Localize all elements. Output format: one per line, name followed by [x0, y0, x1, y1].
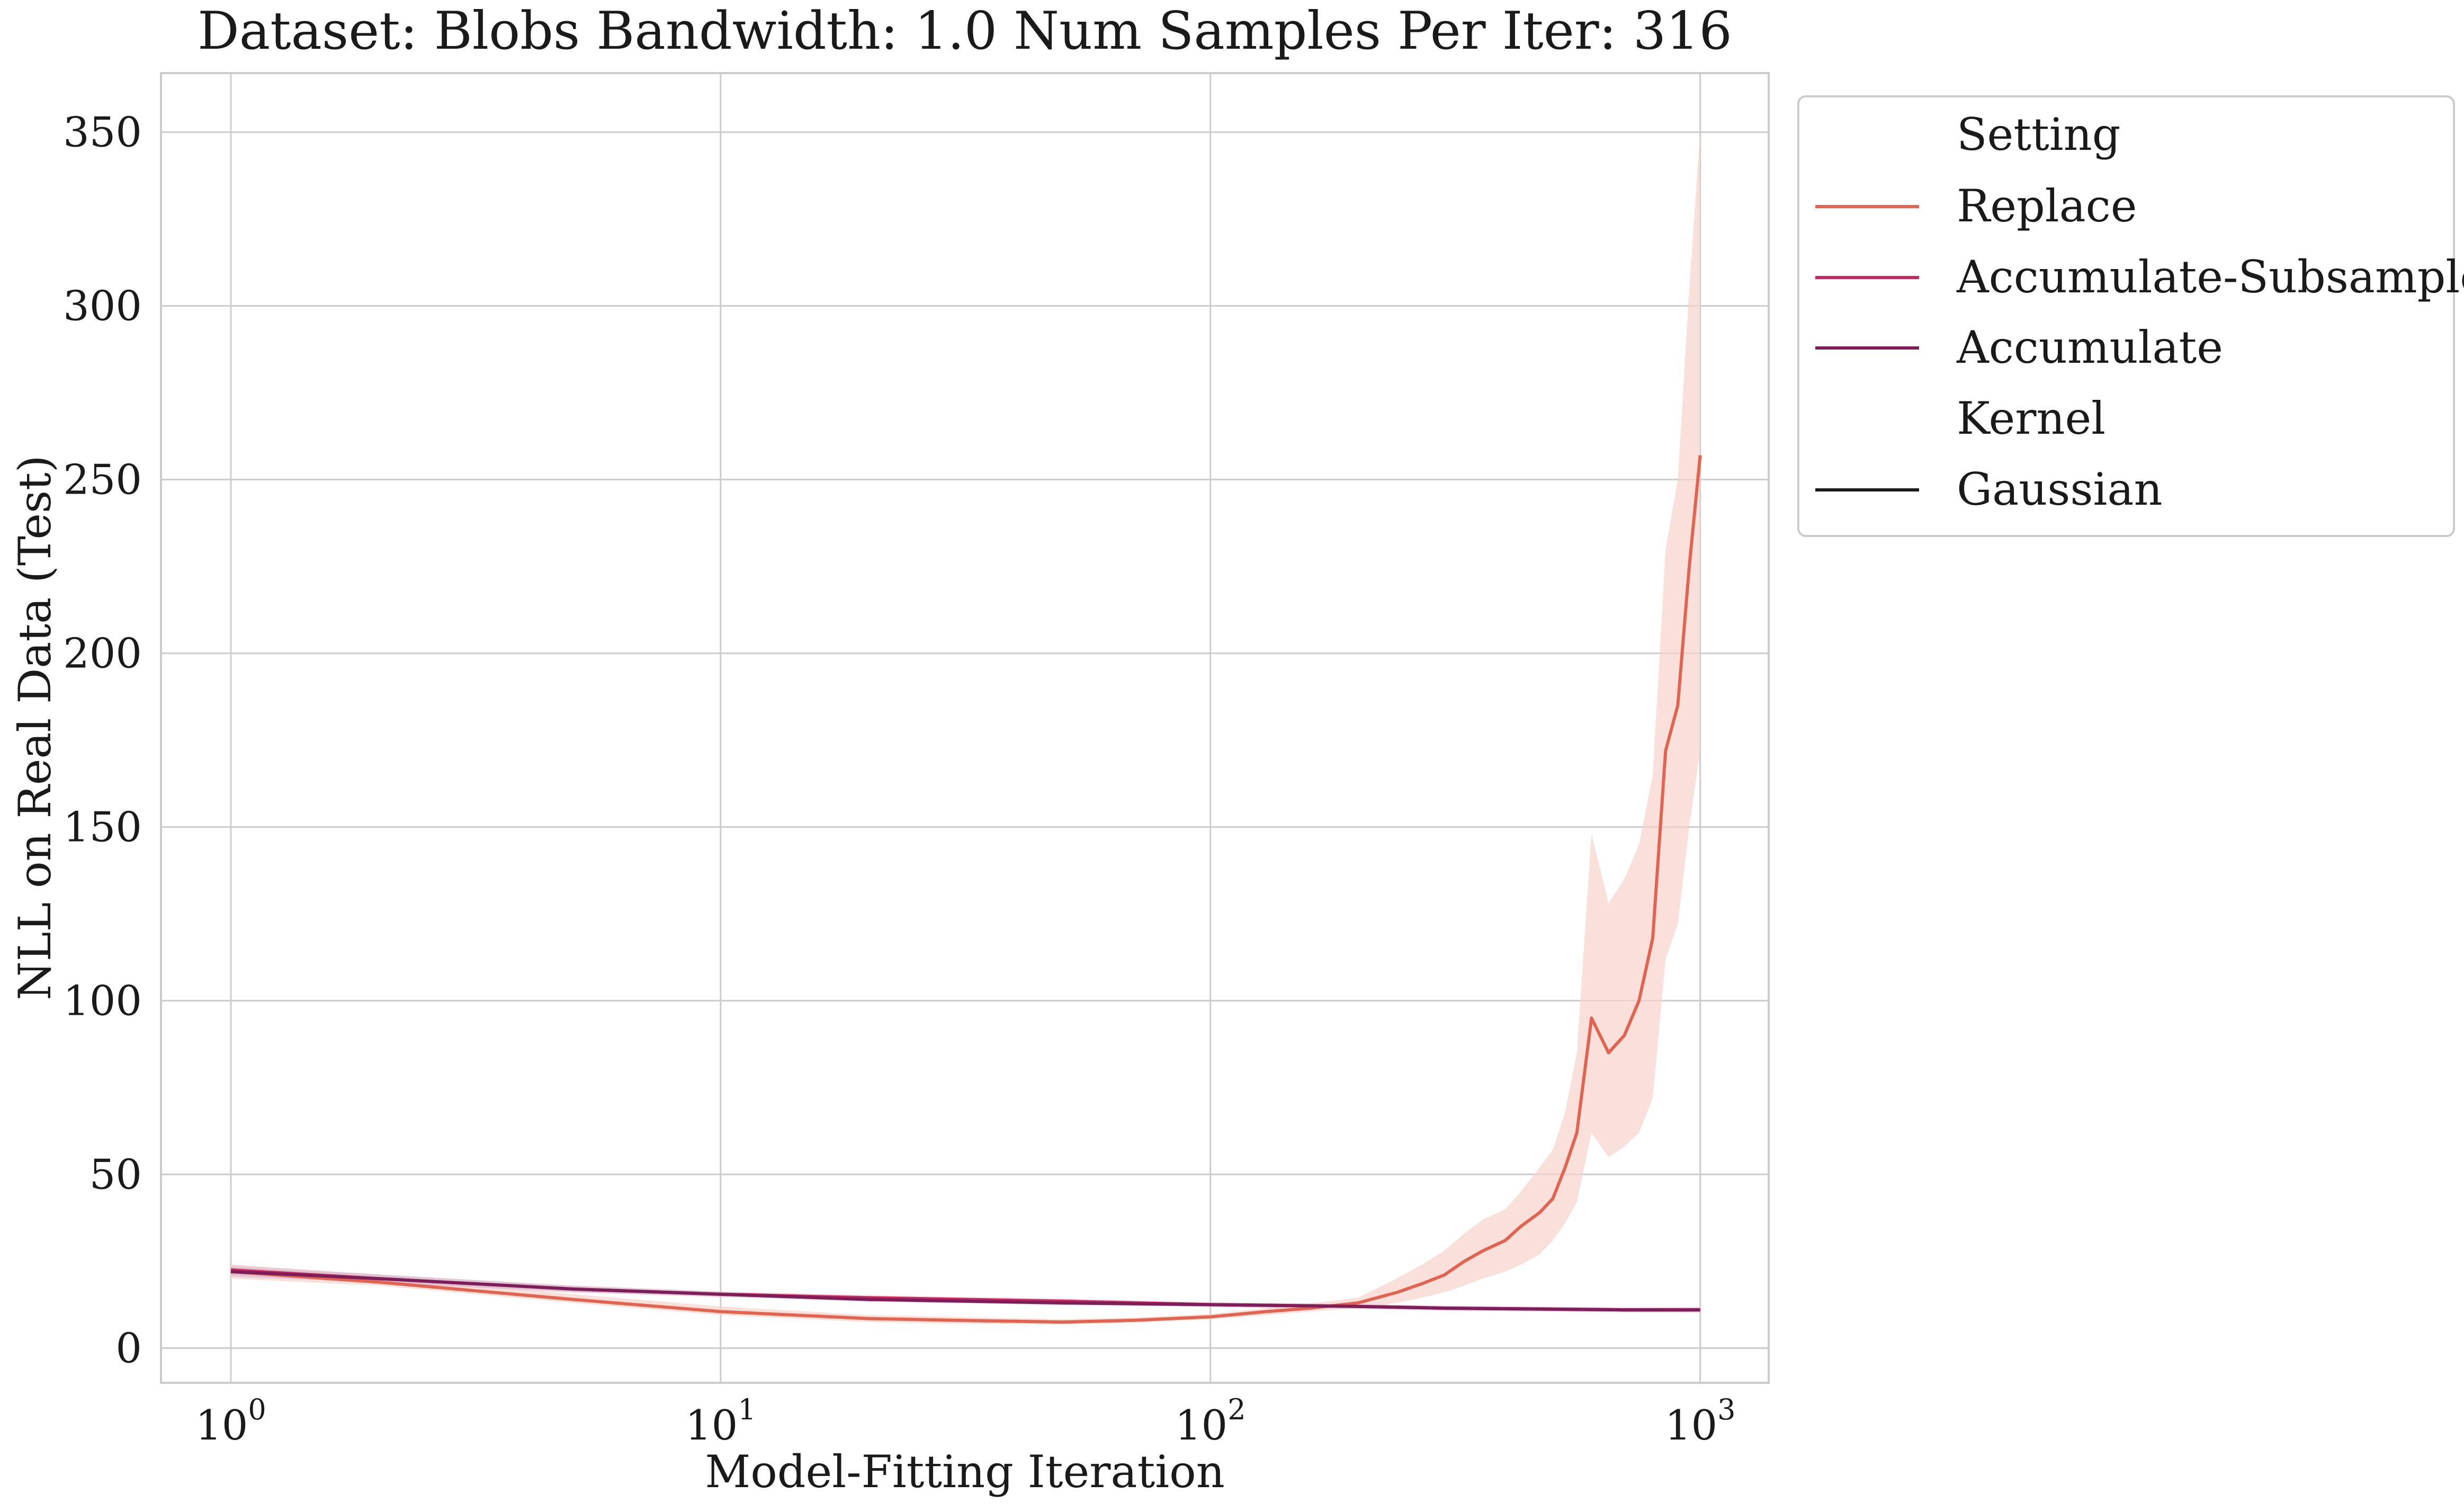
- x-tick-base: 10: [1175, 1402, 1227, 1450]
- y-axis-label: NLL on Real Data (Test): [9, 455, 61, 1000]
- y-tick-label: 100: [63, 977, 142, 1025]
- grid-x: [230, 73, 1701, 1383]
- x-tick-label: 102: [1175, 1393, 1246, 1450]
- legend-frame: [1797, 95, 2455, 537]
- x-tick-label: 100: [195, 1393, 266, 1450]
- y-tick-label: 200: [63, 630, 142, 677]
- x-tick-label: 101: [685, 1393, 756, 1450]
- x-tick-exponent: 3: [1717, 1393, 1735, 1426]
- y-tick-label: 0: [115, 1325, 142, 1372]
- chart-title: Dataset: Blobs Bandwidth: 1.0 Num Sample…: [198, 1, 1732, 61]
- legend-label-accumulate: Accumulate: [1956, 321, 2223, 373]
- x-tick-base: 10: [1665, 1402, 1717, 1450]
- x-tick-base: 10: [195, 1402, 248, 1450]
- x-tick-exponent: 2: [1227, 1393, 1246, 1426]
- legend-hue-title: Setting: [1957, 109, 2121, 160]
- legend-label-accumulate-subsample: Accumulate-Subsample: [1956, 251, 2464, 303]
- y-tick-label: 50: [89, 1151, 142, 1199]
- x-axis-label: Model-Fitting Iteration: [705, 1446, 1225, 1498]
- band-accumulate: [231, 1266, 1700, 1312]
- grid-y: [161, 131, 1769, 1349]
- plot-frame: [160, 72, 1770, 1384]
- x-tick-exponent: 1: [738, 1393, 756, 1426]
- line-replace: [230, 455, 1702, 1324]
- y-tick-labels: 0 50 100 150 200 250 300 350: [63, 109, 142, 1373]
- legend: Setting Replace Accumulate-Subsample Acc…: [1797, 95, 2464, 537]
- x-tick-label: 103: [1665, 1393, 1736, 1450]
- y-tick-label: 300: [63, 282, 142, 330]
- band-replace: [231, 132, 1700, 1325]
- x-tick-base: 10: [685, 1402, 738, 1450]
- grid: [161, 73, 1769, 1383]
- legend-label-gaussian: Gaussian: [1957, 463, 2163, 515]
- y-tick-label: 350: [63, 109, 142, 157]
- confidence-bands: [231, 132, 1700, 1325]
- legend-label-replace: Replace: [1957, 180, 2137, 232]
- series-lines: [230, 455, 1702, 1324]
- y-tick-label: 250: [63, 456, 142, 504]
- legend-style-title: Kernel: [1957, 392, 2105, 444]
- x-tick-exponent: 0: [248, 1393, 266, 1426]
- line-accumulate: [230, 1270, 1700, 1312]
- y-tick-label: 150: [63, 803, 142, 851]
- x-tick-labels: 100 101 102 103: [195, 1393, 1735, 1450]
